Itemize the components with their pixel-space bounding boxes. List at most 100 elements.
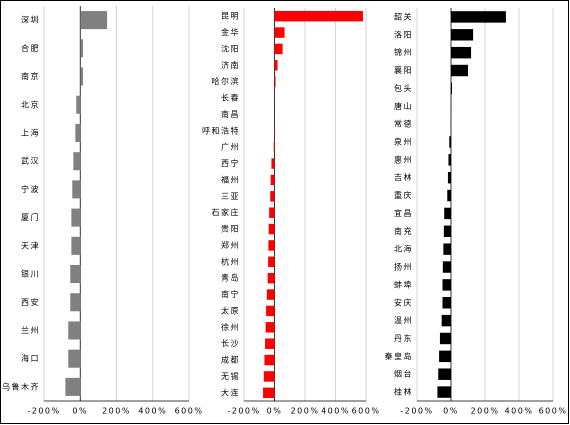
bar [443, 243, 451, 255]
y-tick-label: 烟台 [394, 369, 413, 379]
y-tick-label: 合肥 [21, 43, 40, 53]
bar [451, 46, 472, 59]
y-tick-label: 石家庄 [212, 207, 241, 217]
bar [269, 207, 275, 218]
bar [449, 136, 451, 148]
x-tick-label: 600% [352, 407, 381, 416]
bar [263, 387, 275, 399]
y-tick-label: 广州 [221, 142, 240, 152]
bar [65, 377, 81, 396]
x-tick-label: -200% [227, 407, 260, 416]
bar [270, 174, 275, 186]
bar [270, 191, 275, 202]
bar [442, 279, 451, 291]
y-tick-label: 惠州 [394, 154, 413, 164]
bar [80, 39, 83, 58]
bar [274, 60, 278, 71]
y-tick-label: 北京 [21, 99, 40, 109]
y-tick-label: 温州 [394, 316, 413, 325]
bar [265, 322, 275, 333]
bar [443, 225, 451, 238]
y-tick-label: 徐州 [221, 322, 240, 332]
x-tick-label: 400% [505, 407, 534, 416]
y-tick-label: 成都 [221, 355, 240, 365]
y-tick-label: 杭州 [221, 256, 240, 266]
y-tick-label: 长春 [221, 93, 240, 103]
y-tick-label: 吉林 [394, 172, 413, 182]
y-tick-label: 济南 [221, 60, 240, 70]
x-tick-label: 600% [175, 407, 204, 416]
bar [70, 293, 81, 312]
bar [273, 141, 275, 153]
bar [80, 11, 108, 30]
bar [448, 154, 451, 166]
x-tick-label: 0% [267, 407, 283, 416]
bar [447, 189, 451, 202]
bar [266, 305, 275, 317]
y-tick-label: 安庆 [394, 297, 413, 307]
y-tick-label: 重庆 [394, 190, 413, 200]
bar [72, 180, 81, 199]
bar [68, 349, 81, 368]
y-tick-label: 南京 [21, 71, 40, 81]
bar [451, 82, 453, 95]
y-tick-label: 南宁 [221, 289, 240, 299]
y-tick-label: 扬州 [394, 262, 413, 272]
bar [451, 64, 468, 77]
bar [439, 332, 451, 345]
y-tick-label: 泉州 [394, 136, 413, 146]
y-tick-label: 海口 [21, 353, 40, 363]
bar [71, 208, 81, 227]
y-tick-label: 蚌埠 [394, 279, 413, 289]
x-tick-label: 600% [539, 407, 568, 416]
y-tick-label: 南充 [394, 226, 413, 236]
x-tick-label: -200% [400, 407, 433, 416]
y-tick-label: 福州 [221, 175, 240, 184]
y-tick-label: 深圳 [21, 15, 40, 25]
y-tick-label: 青岛 [221, 273, 240, 283]
y-tick-label: 呼和浩特 [202, 125, 240, 135]
y-tick-label: 韶关 [394, 11, 413, 21]
y-tick-label: 天津 [21, 240, 40, 250]
y-tick-label: 洛阳 [394, 29, 413, 39]
y-tick-label: 唐山 [394, 101, 413, 111]
x-tick-label: -200% [27, 407, 60, 416]
y-tick-label: 厦门 [21, 212, 40, 222]
x-tick-label: 400% [321, 407, 350, 416]
bar [76, 95, 81, 114]
y-tick-label: 桂林 [394, 387, 413, 397]
bar [451, 11, 506, 23]
bar [68, 321, 81, 340]
y-tick-label: 银川 [21, 269, 40, 279]
bar [80, 67, 83, 86]
y-tick-label: 上海 [21, 127, 40, 137]
bar [70, 265, 81, 284]
y-tick-label: 沈阳 [221, 43, 240, 53]
y-tick-label: 太原 [221, 305, 240, 315]
y-tick-label: 昆明 [221, 12, 240, 21]
y-tick-label: 锦州 [394, 47, 413, 57]
y-tick-label: 武汉 [21, 156, 40, 166]
y-tick-label: 三亚 [221, 192, 240, 201]
bar [437, 386, 451, 398]
y-tick-label: 宁波 [21, 184, 40, 194]
bar [265, 338, 275, 349]
y-tick-label: 包头 [394, 83, 413, 93]
y-tick-label: 襄阳 [394, 65, 413, 75]
bar [274, 27, 285, 38]
y-tick-label: 西安 [21, 297, 40, 307]
bar [442, 261, 451, 273]
y-tick-label: 哈尔滨 [212, 76, 241, 86]
x-tick-label: 400% [138, 407, 167, 416]
bar [268, 256, 275, 268]
bar [274, 10, 363, 22]
y-tick-label: 丹东 [394, 333, 413, 343]
y-tick-label: 兰州 [21, 325, 40, 335]
bar [264, 354, 275, 366]
bar [73, 152, 81, 171]
bar [444, 207, 451, 220]
bar [438, 368, 451, 380]
bar [442, 297, 451, 309]
